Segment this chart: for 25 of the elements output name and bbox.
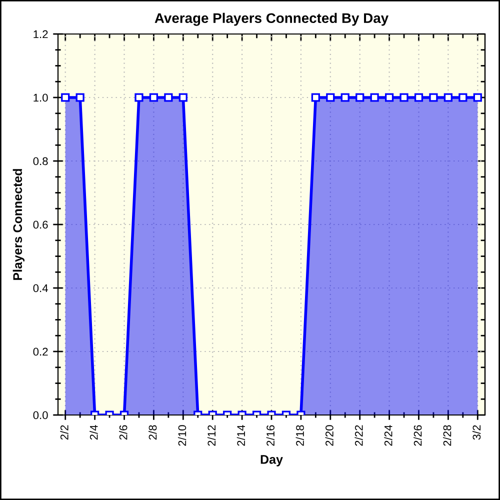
y-axis-title: Players Connected (12, 169, 24, 280)
x-axis-title: Day (260, 455, 283, 466)
x-tick-label: 2/2 (60, 425, 68, 440)
x-tick-label: 2/10 (178, 425, 186, 446)
chart-title: Average Players Connected By Day (154, 12, 389, 26)
x-tick-label: 2/8 (148, 425, 157, 440)
x-tick-label: 2/24 (384, 425, 392, 446)
x-tick-label: 2/4 (90, 425, 98, 440)
y-tick-label: 0.0 (33, 411, 48, 420)
y-tick-label: 1.0 (34, 94, 48, 102)
x-tick-label: 2/12 (207, 425, 216, 446)
y-tick-label: 0.2 (33, 348, 48, 356)
x-tick-label: 2/22 (354, 425, 363, 446)
y-tick-label: 0.6 (33, 220, 48, 229)
x-tick-label: 2/16 (266, 425, 274, 446)
y-tick-label: 0.4 (33, 284, 48, 292)
x-tick-label: 2/20 (325, 425, 334, 446)
x-tick-label: 2/18 (296, 425, 304, 446)
x-tick-label: 2/26 (414, 425, 422, 446)
x-tick-label: 3/2 (472, 425, 481, 440)
x-tick-label: 2/14 (236, 425, 246, 446)
y-tick-label: 1.2 (34, 30, 48, 38)
y-tick-label: 0.8 (33, 157, 48, 166)
x-tick-label: 2/28 (443, 425, 452, 446)
x-tick-label: 2/6 (119, 425, 128, 440)
